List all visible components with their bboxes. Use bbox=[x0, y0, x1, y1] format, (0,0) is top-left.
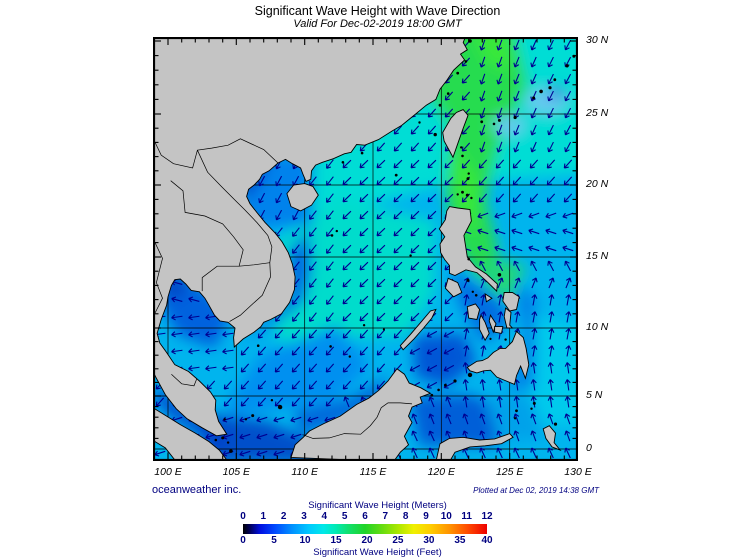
lat-label: 25 N bbox=[586, 107, 609, 119]
lon-label: 100 E bbox=[154, 466, 182, 478]
colorbar-title-meters: Significant Wave Height (Meters) bbox=[308, 500, 447, 511]
country-borders bbox=[153, 137, 413, 439]
feet-tick: 15 bbox=[330, 535, 342, 546]
lon-label: 130 E bbox=[564, 466, 592, 478]
plotted-timestamp: Plotted at Dec 02, 2019 14:38 GMT bbox=[473, 486, 599, 495]
feet-tick: 40 bbox=[481, 535, 493, 546]
feet-tick: 5 bbox=[271, 535, 277, 546]
lat-label: 20 N bbox=[586, 178, 609, 190]
lat-label: 5 N bbox=[586, 389, 603, 401]
feet-tick: 35 bbox=[454, 535, 466, 546]
credit-text: oceanweather inc. bbox=[152, 484, 242, 496]
meters-tick: 1 bbox=[260, 511, 267, 522]
figure-valid-time: Valid For Dec-02-2019 18:00 GMT bbox=[293, 18, 462, 30]
feet-tick: 10 bbox=[299, 535, 311, 546]
lon-label: 120 E bbox=[427, 466, 456, 478]
meters-tick: 3 bbox=[301, 511, 307, 522]
meters-tick: 10 bbox=[440, 511, 452, 522]
meters-tick: 2 bbox=[280, 511, 287, 522]
feet-tick: 30 bbox=[423, 535, 435, 546]
lon-label: 115 E bbox=[359, 466, 387, 478]
small-islands bbox=[214, 37, 576, 453]
meters-tick: 5 bbox=[341, 511, 348, 522]
lat-label: 0 bbox=[586, 442, 592, 454]
colorbar-feet-ticks: 0 5 10 15 20 25 30 35 40 bbox=[240, 535, 492, 546]
meters-tick: 4 bbox=[321, 511, 328, 522]
figure-title: Significant Wave Height with Wave Direct… bbox=[254, 4, 501, 18]
lat-label: 10 N bbox=[586, 321, 609, 333]
lon-label: 105 E bbox=[222, 466, 251, 478]
lon-label: 125 E bbox=[495, 466, 524, 478]
wave-height-colorbar bbox=[243, 524, 487, 534]
feet-tick: 20 bbox=[361, 535, 373, 546]
meters-tick: 11 bbox=[461, 511, 472, 522]
meters-tick: 7 bbox=[382, 511, 389, 522]
feet-tick: 0 bbox=[240, 535, 246, 546]
meters-tick: 12 bbox=[481, 511, 493, 522]
lat-label: 30 N bbox=[586, 34, 609, 46]
map-frame bbox=[153, 37, 578, 461]
meters-tick: 6 bbox=[362, 511, 368, 522]
feet-tick: 25 bbox=[392, 535, 404, 546]
colorbar-meters-ticks: 0 1 2 3 4 5 6 7 8 9 10 11 12 bbox=[240, 511, 492, 522]
map-canvas bbox=[153, 37, 578, 461]
colorbar-title-feet: Significant Wave Height (Feet) bbox=[313, 547, 442, 558]
lat-label: 15 N bbox=[586, 250, 609, 262]
lon-label: 110 E bbox=[291, 466, 319, 478]
meters-tick: 9 bbox=[423, 511, 429, 522]
meters-tick: 8 bbox=[402, 511, 409, 522]
meters-tick: 0 bbox=[240, 511, 246, 522]
